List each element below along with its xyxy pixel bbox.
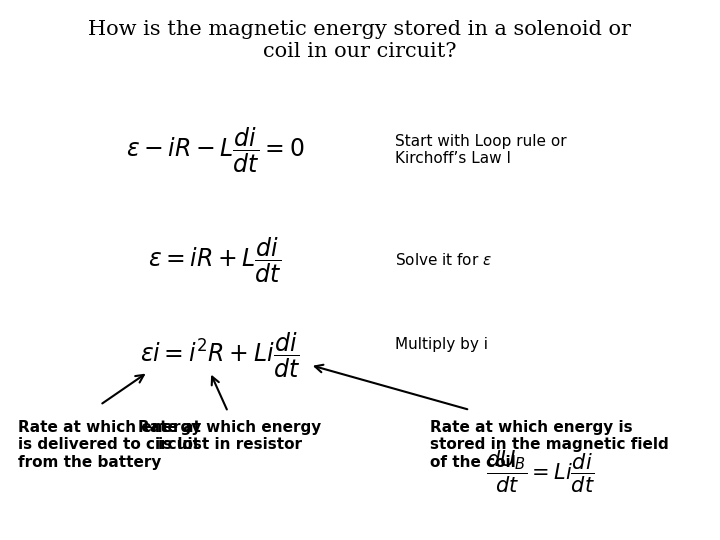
- Text: $\dfrac{dU_B}{dt}=Li\dfrac{di}{dt}$: $\dfrac{dU_B}{dt}=Li\dfrac{di}{dt}$: [485, 449, 595, 495]
- Text: Rate at which energy
is delivered to circuit
from the battery: Rate at which energy is delivered to cir…: [18, 420, 202, 470]
- Text: $\varepsilon=iR+L\dfrac{di}{dt}$: $\varepsilon=iR+L\dfrac{di}{dt}$: [148, 235, 282, 285]
- Text: coil in our circuit?: coil in our circuit?: [264, 42, 456, 61]
- Text: $\varepsilon i=i^2R+Li\dfrac{di}{dt}$: $\varepsilon i=i^2R+Li\dfrac{di}{dt}$: [140, 330, 300, 380]
- Text: $\varepsilon-iR-L\dfrac{di}{dt}=0$: $\varepsilon-iR-L\dfrac{di}{dt}=0$: [126, 125, 305, 174]
- Text: How is the magnetic energy stored in a solenoid or: How is the magnetic energy stored in a s…: [89, 20, 631, 39]
- Text: Rate at which energy
is lost in resistor: Rate at which energy is lost in resistor: [138, 420, 322, 453]
- Text: Multiply by i: Multiply by i: [395, 338, 488, 353]
- Text: Rate at which energy is
stored in the magnetic field
of the coil: Rate at which energy is stored in the ma…: [430, 420, 669, 470]
- Text: Solve it for $\varepsilon$: Solve it for $\varepsilon$: [395, 252, 492, 268]
- Text: Start with Loop rule or
Kirchoff’s Law I: Start with Loop rule or Kirchoff’s Law I: [395, 134, 567, 166]
